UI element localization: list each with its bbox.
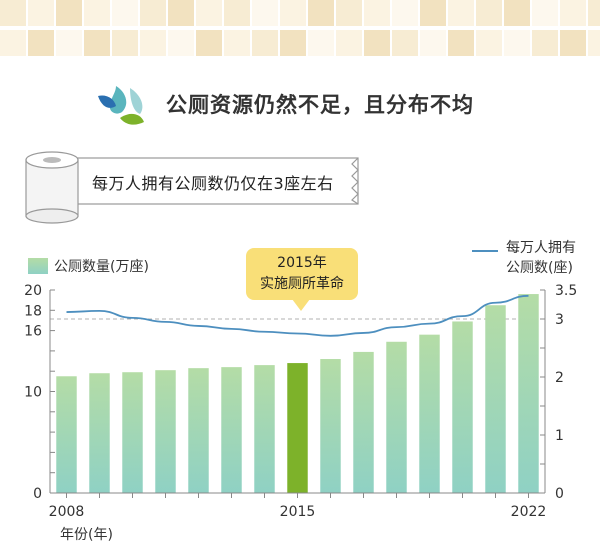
decorative-tile xyxy=(252,0,278,26)
right-tick-label: 3.5 xyxy=(555,283,577,299)
decorative-tile-band xyxy=(0,0,600,60)
decorative-tile xyxy=(0,0,26,26)
decorative-tile xyxy=(532,30,558,56)
decorative-tile xyxy=(308,0,334,26)
decorative-tile xyxy=(588,0,600,26)
decorative-tile xyxy=(112,0,138,26)
decorative-tile xyxy=(420,30,446,56)
decorative-tile xyxy=(168,30,194,56)
legend-line-swatch xyxy=(472,250,498,252)
left-tick-label: 0 xyxy=(33,486,42,502)
callout-line-2: 实施厕所革命 xyxy=(260,276,344,292)
decorative-tile xyxy=(56,30,82,56)
decorative-tile xyxy=(532,0,558,26)
decorative-tile xyxy=(28,30,54,56)
decorative-tile xyxy=(504,0,530,26)
decorative-tile xyxy=(56,0,82,26)
decorative-tile xyxy=(336,0,362,26)
decorative-tile xyxy=(588,30,600,56)
decorative-tile xyxy=(28,0,54,26)
bar xyxy=(89,373,110,493)
bar xyxy=(56,376,77,493)
bar xyxy=(188,368,209,493)
page-title: 公厕资源仍然不足，且分布不均 xyxy=(166,93,474,117)
x-tick-label: 2022 xyxy=(511,504,547,520)
bar xyxy=(320,359,341,493)
water-drops-icon xyxy=(98,86,144,125)
left-tick-label: 16 xyxy=(24,324,42,340)
decorative-tile xyxy=(112,30,138,56)
decorative-tile xyxy=(364,30,390,56)
legend-bar-swatch xyxy=(28,258,48,274)
right-tick-label: 1 xyxy=(555,428,564,444)
x-tick-label: 2008 xyxy=(49,504,85,520)
decorative-tile xyxy=(560,0,586,26)
legend-line-label-1: 每万人拥有 xyxy=(506,240,576,256)
legend-line-label: 每万人拥有 公厕数(座) xyxy=(506,238,600,278)
bar-highlight xyxy=(287,363,308,493)
bar xyxy=(485,305,506,493)
right-tick-label: 0 xyxy=(555,486,564,502)
toilet-paper-roll-icon xyxy=(25,151,359,224)
decorative-tile xyxy=(420,0,446,26)
decorative-tile xyxy=(224,30,250,56)
bar xyxy=(155,370,176,493)
bar xyxy=(386,341,407,493)
decorative-tile xyxy=(252,30,278,56)
bar xyxy=(518,294,539,493)
decorative-tile xyxy=(336,30,362,56)
decorative-tile xyxy=(560,30,586,56)
decorative-tile xyxy=(364,0,390,26)
banner-text: 每万人拥有公厕数仍仅在3座左右 xyxy=(92,174,334,193)
decorative-tile xyxy=(84,0,110,26)
left-tick-label: 20 xyxy=(24,283,42,299)
decorative-tile xyxy=(448,30,474,56)
bar xyxy=(419,334,440,493)
decorative-tile xyxy=(140,30,166,56)
right-tick-label: 3 xyxy=(555,312,564,328)
bar xyxy=(353,351,374,493)
decorative-tile xyxy=(84,30,110,56)
left-tick-label: 10 xyxy=(24,385,42,401)
callout-line-1: 2015年 xyxy=(277,255,327,271)
decorative-tile xyxy=(168,0,194,26)
bar xyxy=(122,372,143,493)
bar xyxy=(452,321,473,493)
x-tick-label: 2015 xyxy=(280,504,316,520)
decorative-tile xyxy=(196,30,222,56)
bar xyxy=(254,365,275,493)
legend-bar-series: 公厕数量(万座) xyxy=(28,256,149,276)
decorative-tile xyxy=(476,0,502,26)
decorative-tile xyxy=(308,30,334,56)
right-tick-label: 2 xyxy=(555,370,564,386)
title-row: 公厕资源仍然不足，且分布不均 xyxy=(96,80,474,128)
legend-line-label-2: 公厕数(座) xyxy=(506,260,573,276)
decorative-tile xyxy=(0,30,26,56)
decorative-tile xyxy=(392,0,418,26)
decorative-tile xyxy=(224,0,250,26)
callout-box xyxy=(246,248,358,300)
legend-bar-label: 公厕数量(万座) xyxy=(54,259,149,275)
series-line xyxy=(66,294,529,337)
decorative-tile xyxy=(196,0,222,26)
left-tick-label: 18 xyxy=(24,303,42,319)
decorative-tile xyxy=(280,30,306,56)
decorative-tile xyxy=(476,30,502,56)
decorative-tile xyxy=(504,30,530,56)
decorative-tile xyxy=(140,0,166,26)
bar xyxy=(221,367,242,493)
callout-text: 2015年 实施厕所革命 xyxy=(246,253,358,295)
callout-tail xyxy=(292,299,310,311)
decorative-tile xyxy=(392,30,418,56)
decorative-tile xyxy=(448,0,474,26)
x-axis-label: 年份(年) xyxy=(60,527,113,543)
decorative-tile xyxy=(280,0,306,26)
